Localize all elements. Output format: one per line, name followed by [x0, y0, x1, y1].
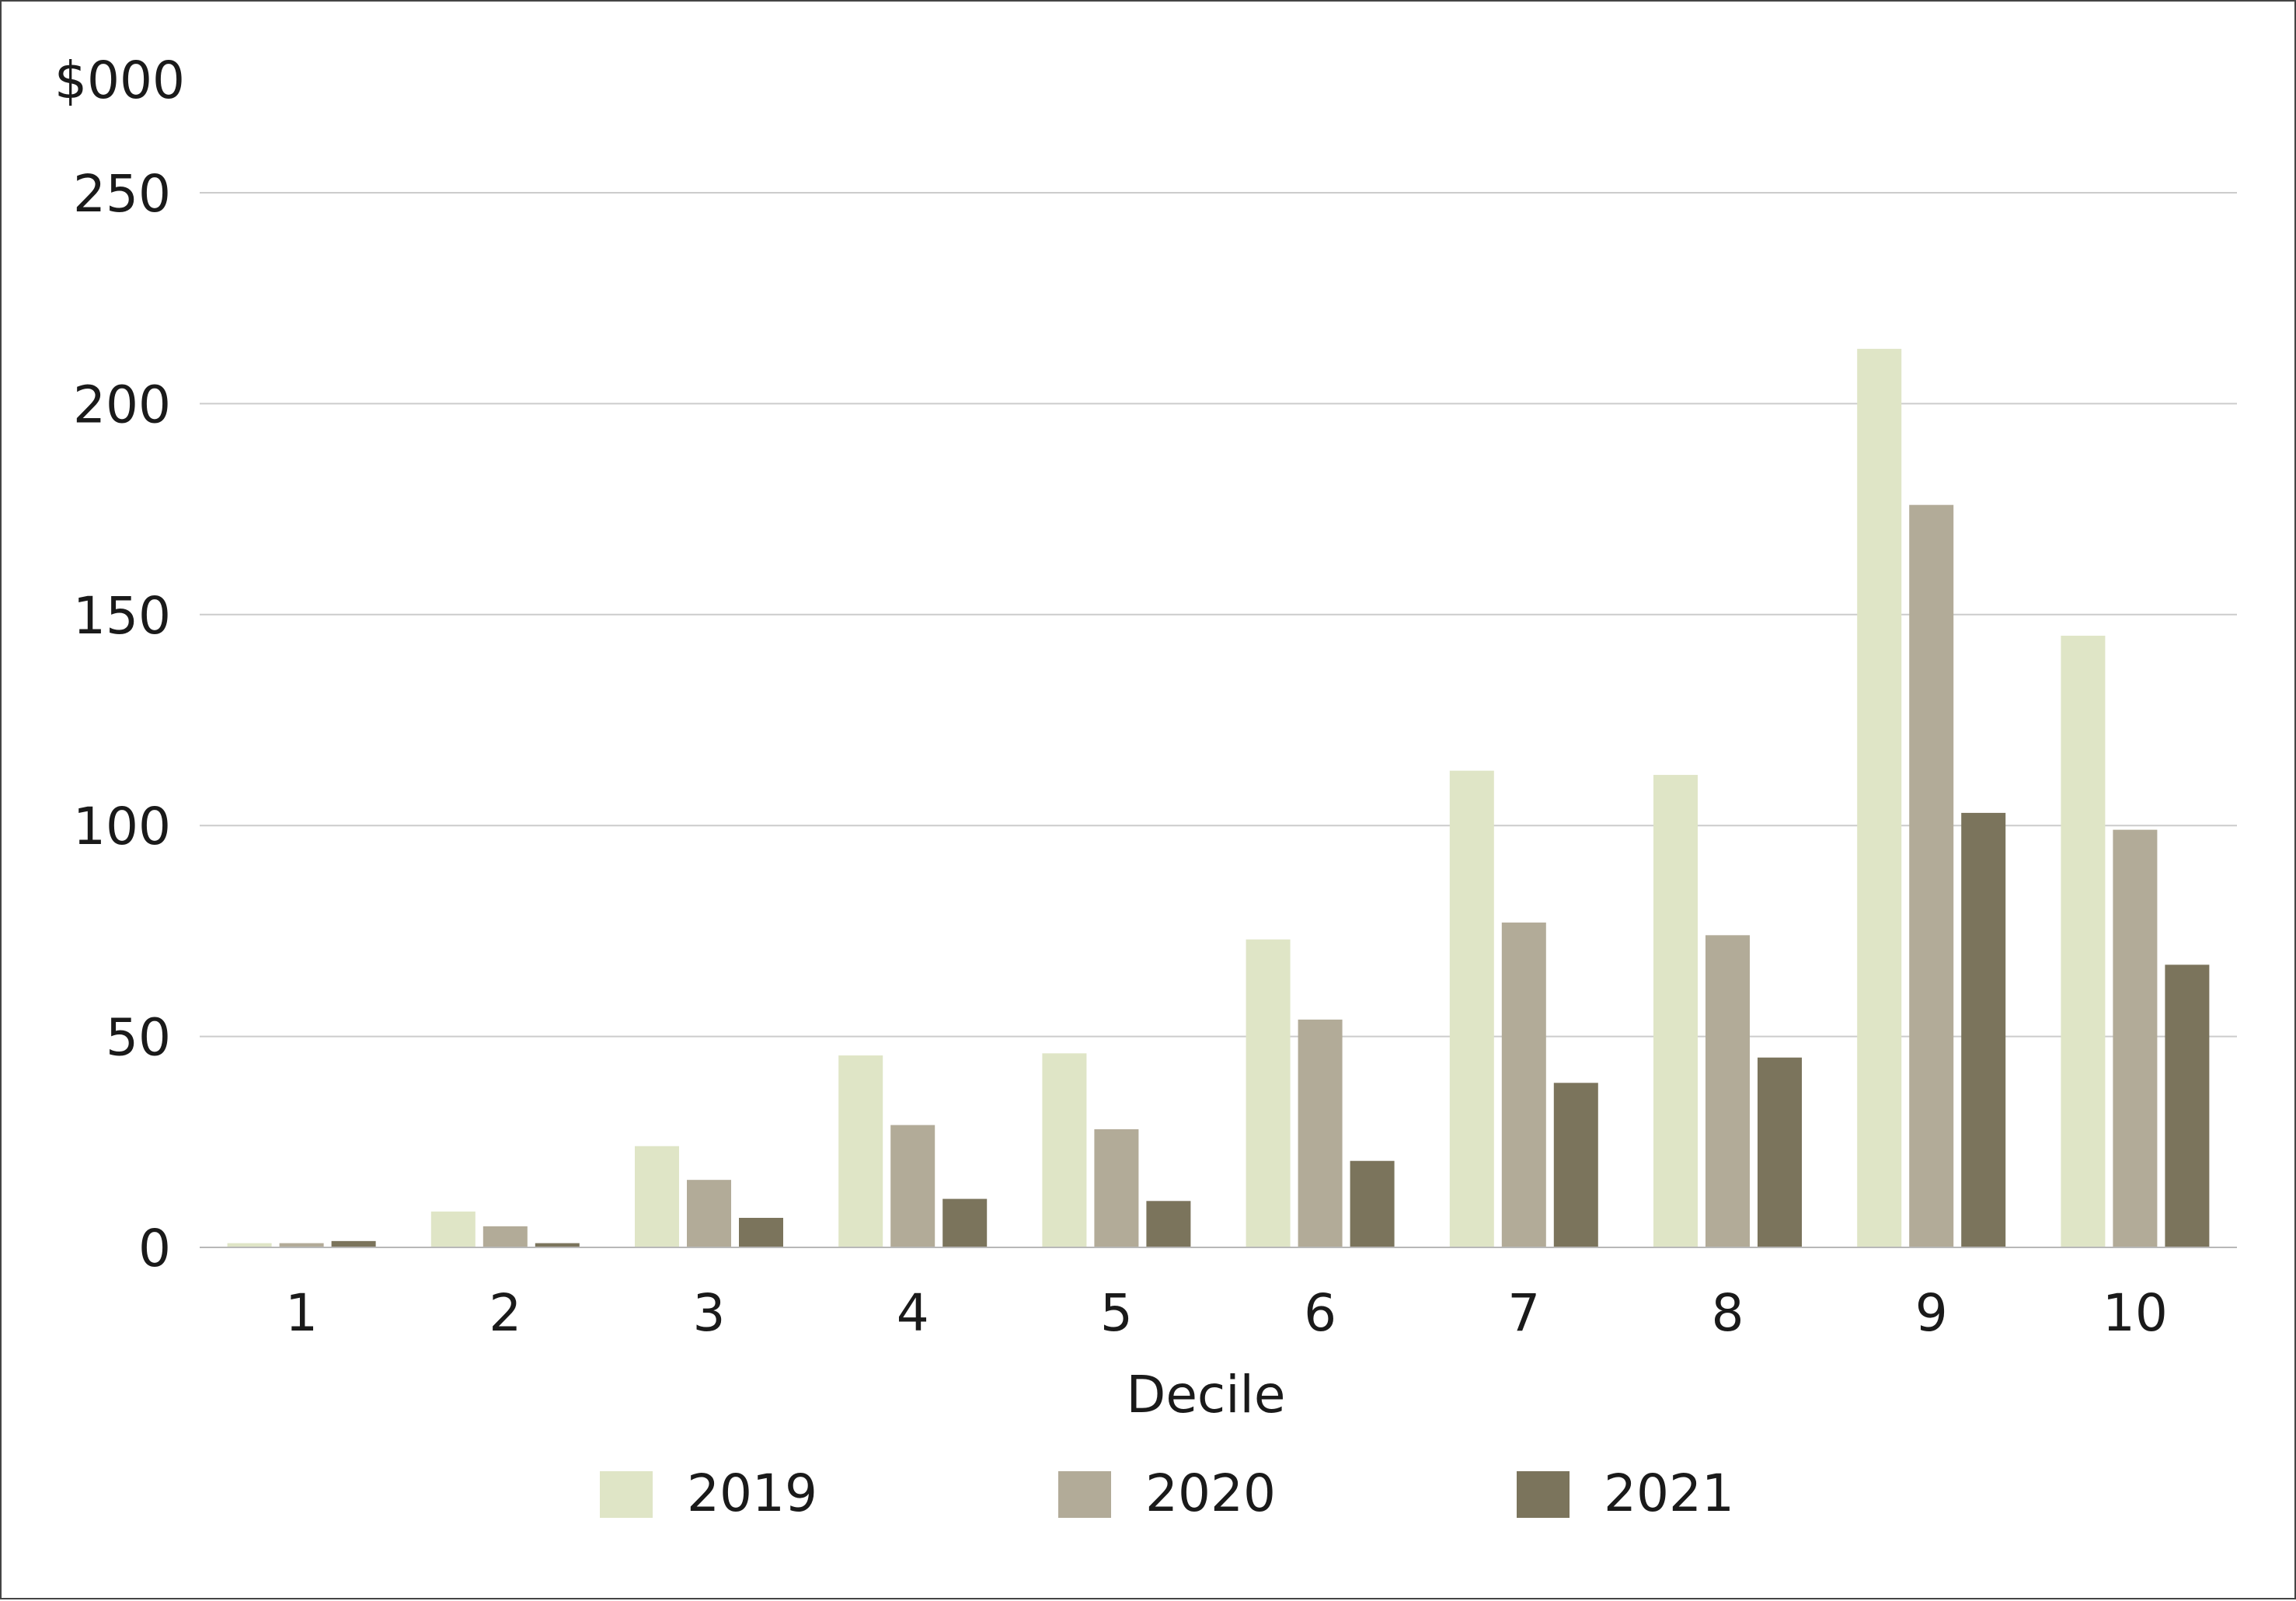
x-tick-label: 1: [285, 1283, 318, 1343]
bar-2021-decile-10: [2165, 964, 2210, 1247]
x-axis-ticks: 1 2 3 4 5 6 7 8 9 10: [285, 1283, 2168, 1343]
bar-2021-decile-9: [1961, 812, 2006, 1247]
legend: 2019 2020 2021: [600, 1463, 1734, 1523]
bar-2021-decile-8: [1758, 1057, 1802, 1247]
legend-label-2020: 2020: [1145, 1463, 1276, 1523]
x-tick-label: 2: [489, 1283, 521, 1343]
x-tick-label: 10: [2103, 1283, 2168, 1343]
bar-2019-decile-5: [1042, 1053, 1087, 1247]
x-tick-label: 6: [1304, 1283, 1336, 1343]
x-axis-title: Decile: [1127, 1365, 1286, 1425]
y-tick-label: 50: [106, 1008, 171, 1068]
bar-2019-decile-1: [227, 1243, 272, 1247]
bar-2021-decile-7: [1553, 1083, 1598, 1247]
bar-2020-decile-7: [1501, 923, 1546, 1247]
x-tick-label: 7: [1507, 1283, 1540, 1343]
legend-swatch-2020: [1058, 1471, 1111, 1518]
bar-2020-decile-3: [687, 1180, 731, 1247]
bar-2019-decile-10: [2061, 635, 2106, 1247]
bar-2021-decile-5: [1146, 1201, 1191, 1247]
bar-2020-decile-2: [483, 1226, 528, 1247]
bar-2020-decile-4: [890, 1125, 935, 1247]
y-axis-ticks: 0 50 100 150 200 250: [73, 164, 171, 1278]
x-tick-label: 3: [693, 1283, 726, 1343]
bar-2020-decile-10: [2113, 829, 2158, 1247]
bar-2020-decile-8: [1705, 935, 1750, 1247]
bar-2020-decile-5: [1094, 1129, 1139, 1247]
bar-2019-decile-3: [635, 1146, 679, 1247]
legend-swatch-2019: [600, 1471, 653, 1518]
bar-2020-decile-9: [1909, 504, 1954, 1247]
y-tick-label: 0: [138, 1219, 171, 1278]
bar-2020-decile-6: [1298, 1019, 1343, 1247]
bar-2021-decile-6: [1350, 1160, 1395, 1247]
bar-2021-decile-2: [535, 1243, 580, 1247]
bar-2019-decile-7: [1449, 770, 1494, 1247]
bar-2019-decile-2: [430, 1211, 476, 1247]
x-tick-label: 4: [897, 1283, 929, 1343]
y-tick-label: 150: [73, 586, 171, 646]
legend-swatch-2021: [1517, 1471, 1570, 1518]
bar-2019-decile-9: [1857, 348, 1902, 1248]
y-unit-label: $000: [54, 51, 185, 110]
x-tick-label: 8: [1712, 1283, 1744, 1343]
legend-label-2019: 2019: [687, 1463, 817, 1523]
bar-2019-decile-6: [1246, 939, 1291, 1247]
x-tick-label: 5: [1100, 1283, 1133, 1343]
bar-2021-decile-4: [942, 1198, 988, 1247]
bar-2019-decile-4: [838, 1055, 883, 1247]
bar-2021-decile-1: [331, 1240, 376, 1247]
y-tick-label: 200: [73, 375, 171, 434]
bar-2021-decile-3: [739, 1218, 783, 1247]
y-tick-label: 100: [73, 797, 171, 856]
bars: [227, 348, 2210, 1248]
bar-2020-decile-1: [279, 1243, 324, 1247]
y-tick-label: 250: [73, 164, 171, 224]
bar-2019-decile-8: [1653, 775, 1698, 1247]
legend-label-2021: 2021: [1604, 1463, 1734, 1523]
x-tick-label: 9: [1915, 1283, 1948, 1343]
